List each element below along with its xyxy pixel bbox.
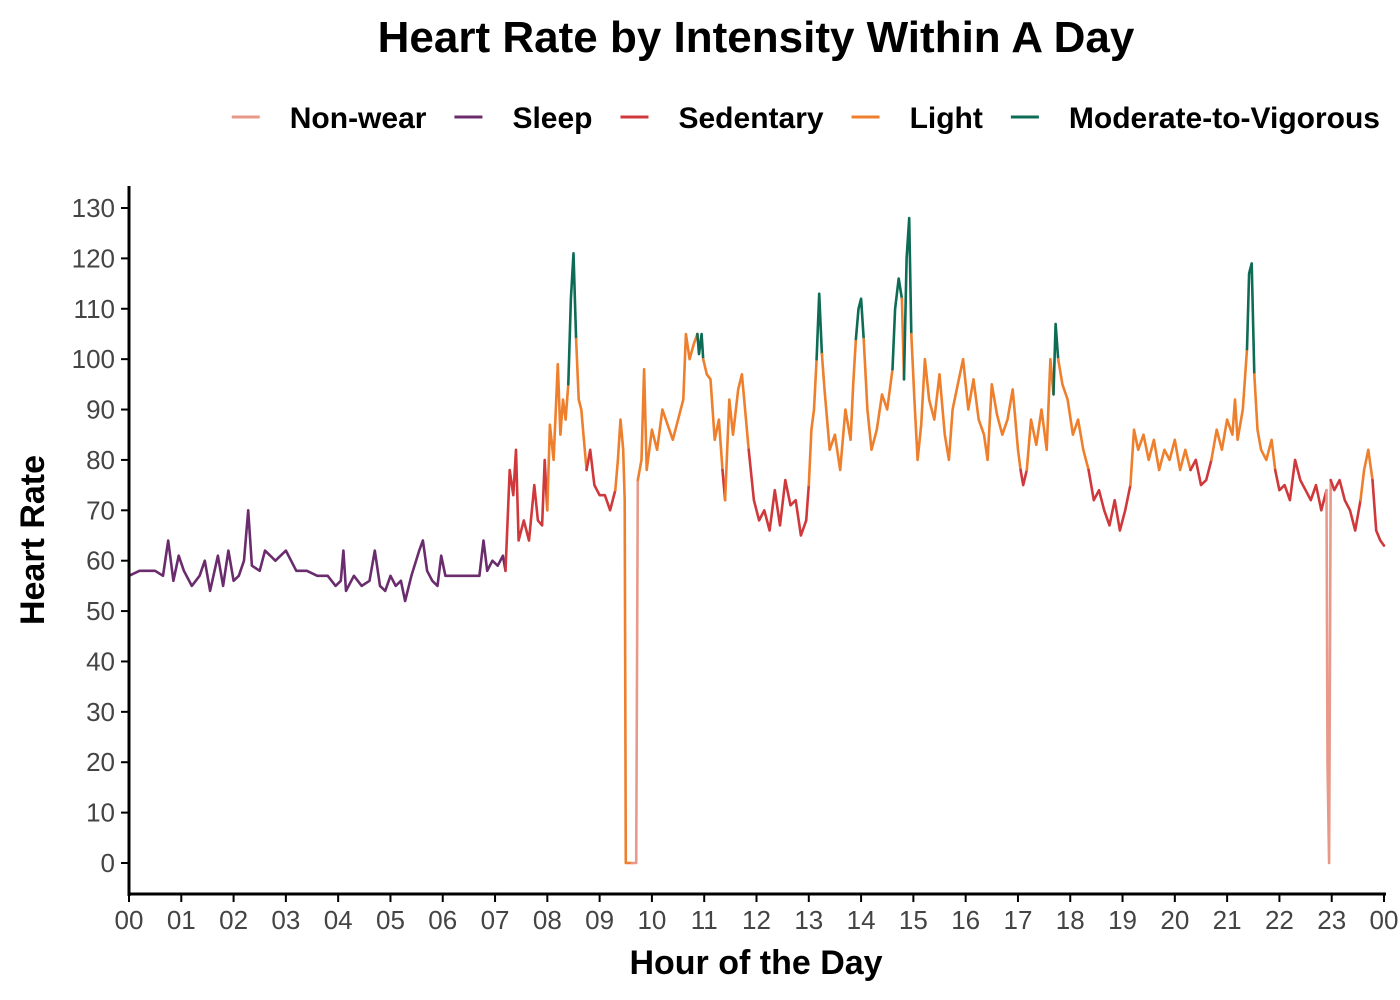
series-line-light xyxy=(1025,357,1055,472)
series-line-moderate-to-vigorous xyxy=(696,332,705,361)
y-tick-label: 90 xyxy=(86,395,115,425)
y-tick-label: 130 xyxy=(72,193,115,223)
series-line-moderate-to-vigorous xyxy=(902,216,913,381)
series-line-light xyxy=(723,372,751,502)
y-tick-label: 80 xyxy=(86,445,115,475)
legend-label-light: Light xyxy=(910,102,983,135)
x-tick-label: 06 xyxy=(428,905,457,935)
series-line-moderate-to-vigorous xyxy=(815,292,824,361)
x-ticks: 00 01 02 03 04 05 06 07 08 09 10 11 12 13 14 15 16 17 18 19… xyxy=(115,894,1399,935)
legend-label-moderate-to-vigorous: Moderate-to-Vigorous xyxy=(1069,102,1380,135)
series-line-light xyxy=(613,418,634,865)
x-tick-label: 10 xyxy=(637,905,666,935)
y-tick-label: 70 xyxy=(86,495,115,525)
y-ticks: 0 10 20 30 40 50 60 70 80 90 100 110 120 130 xyxy=(72,193,129,878)
series-line-moderate-to-vigorous xyxy=(566,252,578,386)
series-line-sedentary xyxy=(1087,468,1132,532)
y-tick-label: 120 xyxy=(72,243,115,273)
y-tick-label: 30 xyxy=(86,697,115,727)
series-line-light xyxy=(1210,347,1249,462)
x-tick-label: 21 xyxy=(1213,905,1242,935)
y-tick-label: 60 xyxy=(86,546,115,576)
x-tick-label: 23 xyxy=(1317,905,1346,935)
series-line-sleep xyxy=(127,508,507,603)
x-tick-label: 07 xyxy=(481,905,510,935)
x-tick-label: 14 xyxy=(847,905,876,935)
x-axis-title: Hour of the Day xyxy=(629,944,882,982)
x-tick-label: 20 xyxy=(1160,905,1189,935)
x-tick-label: 11 xyxy=(691,905,718,935)
series-line-sedentary xyxy=(1371,478,1386,547)
x-tick-label: 15 xyxy=(899,905,928,935)
y-axis-title: Heart Rate xyxy=(14,455,52,625)
x-tick-label: 00 xyxy=(115,905,144,935)
series-line-non-wear xyxy=(1325,478,1332,865)
x-tick-label: 16 xyxy=(951,905,980,935)
series-line-light xyxy=(1056,357,1090,472)
y-tick-label: 10 xyxy=(86,798,115,828)
series-line-light xyxy=(807,357,818,487)
chart-title: Heart Rate by Intensity Within A Day xyxy=(378,13,1135,62)
x-tick-label: 08 xyxy=(533,905,562,935)
series-line-sedentary xyxy=(1019,468,1029,487)
y-tick-label: 20 xyxy=(86,747,115,777)
series-line-light xyxy=(1253,372,1277,472)
series-line-sedentary xyxy=(747,448,811,537)
y-tick-label: 0 xyxy=(101,848,115,878)
series-line-moderate-to-vigorous xyxy=(891,277,904,371)
series-line-light xyxy=(574,337,588,472)
series-line-light xyxy=(909,332,1022,472)
series-line-moderate-to-vigorous xyxy=(1052,322,1060,396)
series-line-light xyxy=(636,332,699,482)
series-line-sedentary xyxy=(504,448,549,573)
series-line-light xyxy=(701,357,724,472)
series-line-light xyxy=(1359,448,1374,502)
x-tick-label: 13 xyxy=(794,905,823,935)
y-tick-label: 110 xyxy=(74,294,115,324)
x-tick-label: 09 xyxy=(585,905,614,935)
x-tick-label: 17 xyxy=(1003,905,1032,935)
y-tick-label: 40 xyxy=(86,646,115,676)
x-tick-label: 19 xyxy=(1108,905,1137,935)
axes xyxy=(127,186,1386,896)
series-line-light xyxy=(820,337,858,472)
x-tick-label: 02 xyxy=(219,905,248,935)
series-line-sedentary xyxy=(1189,458,1213,487)
y-tick-label: 100 xyxy=(72,344,115,374)
legend-label-sedentary: Sedentary xyxy=(678,102,823,135)
plot-series xyxy=(127,216,1386,865)
x-tick-label: 18 xyxy=(1056,905,1085,935)
series-line-sedentary xyxy=(1273,458,1328,512)
series-line-light xyxy=(545,362,570,512)
series-line-moderate-to-vigorous xyxy=(854,297,866,341)
x-tick-label: 04 xyxy=(324,905,353,935)
x-tick-label: 00 xyxy=(1370,905,1399,935)
y-tick-label: 50 xyxy=(86,596,115,626)
series-line-sedentary xyxy=(1329,478,1362,532)
x-tick-label: 01 xyxy=(167,905,196,935)
legend: Non-wear Sleep Sedentary Light Moderate-to-V… xyxy=(231,102,1380,135)
x-tick-label: 12 xyxy=(742,905,771,935)
legend-label-non-wear: Non-wear xyxy=(290,102,427,135)
series-line-moderate-to-vigorous xyxy=(1245,262,1256,376)
series-line-non-wear xyxy=(630,478,640,865)
legend-label-sleep: Sleep xyxy=(512,102,592,135)
x-tick-label: 03 xyxy=(271,905,300,935)
x-tick-label: 05 xyxy=(376,905,405,935)
series-line-light xyxy=(1129,428,1192,487)
series-line-sedentary xyxy=(585,448,617,512)
series-line-light xyxy=(862,337,894,452)
x-tick-label: 22 xyxy=(1265,905,1294,935)
